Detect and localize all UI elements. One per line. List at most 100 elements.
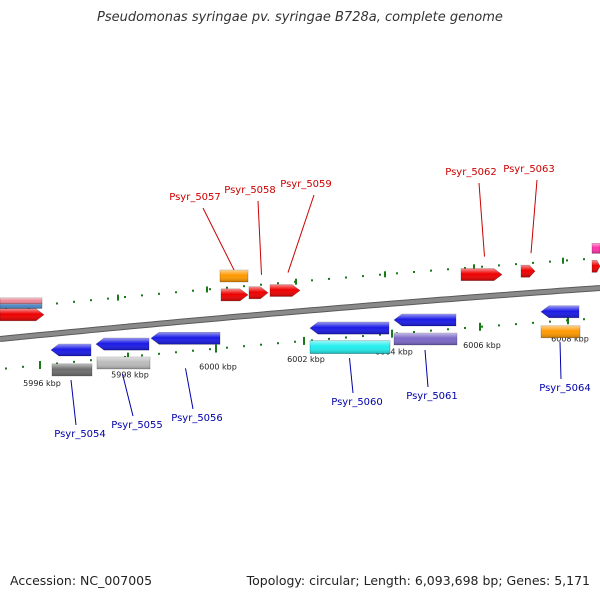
reverse-gene-label[interactable]: Psyr_5060: [331, 397, 383, 408]
track-dot-upper: [226, 286, 228, 289]
track-dot-upper: [192, 289, 194, 292]
track-dot-upper: [73, 300, 75, 303]
track-dot-lower: [277, 342, 279, 345]
track-dot-lower: [549, 320, 551, 323]
track-dot-lower: [56, 362, 58, 365]
reverse-gene-extra-gloss: [97, 357, 150, 369]
forward-gene-gloss: [592, 260, 600, 273]
track-dot-upper: [413, 270, 415, 273]
reverse-gene-leader: [424, 349, 429, 388]
scale-tick: [215, 344, 217, 353]
track-tick-upper: [295, 278, 297, 285]
track-dot-lower: [498, 324, 500, 327]
track-dot-lower: [22, 365, 24, 368]
track-dot-lower: [532, 321, 534, 324]
track-tick-upper: [206, 286, 208, 293]
track-dot-upper: [90, 299, 92, 302]
reverse-gene-label[interactable]: Psyr_5055: [111, 420, 163, 431]
forward-gene-gloss: [521, 265, 535, 278]
forward-gene-extra-gloss: [0, 297, 42, 304]
track-dot-upper: [311, 279, 313, 282]
track-dot-upper: [583, 258, 585, 261]
track-dot-lower: [515, 323, 517, 326]
track-dot-lower: [362, 335, 364, 338]
forward-gene-gloss: [461, 268, 502, 281]
track-dot-lower: [379, 333, 381, 336]
forward-gene-gloss: [270, 284, 300, 297]
scale-tick: [303, 336, 305, 345]
track-dot-upper: [124, 295, 126, 298]
scale-tick-label: 5996 kbp: [23, 379, 61, 388]
forward-gene-extra-gloss: [0, 303, 42, 309]
track-dot-upper: [56, 302, 58, 305]
track-dot-lower: [226, 346, 228, 349]
track-dot-upper: [107, 297, 109, 300]
scale-tick-label: 6008 kbp: [551, 334, 589, 343]
track-dot-upper: [362, 275, 364, 278]
track-tick-upper: [562, 257, 564, 264]
track-dot-upper: [141, 294, 143, 297]
forward-gene-gloss: [0, 308, 44, 321]
track-dot-lower: [124, 355, 126, 358]
track-dot-upper: [532, 261, 534, 264]
scale-tick: [391, 329, 393, 338]
track-dot-lower: [430, 329, 432, 332]
reverse-gene-label[interactable]: Psyr_5054: [54, 429, 106, 440]
reverse-gene-label[interactable]: Psyr_5061: [406, 391, 458, 402]
forward-gene-gloss: [221, 288, 248, 301]
track-dot-upper: [498, 264, 500, 267]
reverse-gene-leader: [349, 358, 354, 394]
track-tick-upper: [117, 294, 119, 301]
track-dot-lower: [243, 345, 245, 348]
forward-gene-label[interactable]: Psyr_5063: [503, 164, 555, 175]
scale-tick-label: 5998 kbp: [111, 371, 149, 380]
scale-tick: [567, 316, 569, 325]
scale-tick-label: 6006 kbp: [463, 341, 501, 350]
backbone: [0, 286, 600, 341]
forward-gene-label[interactable]: Psyr_5058: [224, 185, 276, 196]
forward-gene-label[interactable]: Psyr_5057: [169, 192, 221, 203]
track-dot-upper: [430, 269, 432, 272]
track-dot-lower: [481, 325, 483, 328]
reverse-gene-gloss: [394, 314, 456, 326]
track-dot-upper: [464, 266, 466, 269]
forward-gene-label[interactable]: Psyr_5062: [445, 167, 497, 178]
reverse-gene-label[interactable]: Psyr_5064: [539, 383, 591, 394]
track-dot-upper: [260, 283, 262, 286]
forward-gene-label[interactable]: Psyr_5059: [280, 179, 332, 190]
reverse-gene-extra-gloss: [541, 325, 580, 338]
track-dot-lower: [175, 351, 177, 354]
track-dot-lower: [141, 354, 143, 357]
genome-summary-text: Topology: circular; Length: 6,093,698 bp…: [246, 573, 590, 588]
track-dot-lower: [583, 318, 585, 321]
track-dot-upper: [243, 285, 245, 288]
reverse-gene-gloss: [541, 305, 579, 318]
scale-tick: [479, 322, 481, 331]
track-dot-upper: [158, 292, 160, 295]
forward-gene-leader: [202, 207, 238, 278]
reverse-gene-extra-gloss: [310, 340, 390, 354]
forward-gene-leader: [257, 200, 262, 275]
forward-gene-leader: [530, 179, 538, 254]
track-dot-upper: [277, 282, 279, 285]
forward-gene-extra-gloss: [592, 243, 600, 254]
track-dot-lower: [73, 360, 75, 363]
track-dot-lower: [209, 348, 211, 351]
reverse-gene-leader: [185, 368, 194, 410]
track-dot-lower: [328, 337, 330, 340]
reverse-gene-label[interactable]: Psyr_5056: [171, 413, 223, 424]
reverse-gene-leader: [70, 379, 77, 426]
track-dot-upper: [396, 272, 398, 275]
track-dot-upper: [379, 273, 381, 276]
track-dot-lower: [345, 336, 347, 339]
scale-tick-label: 6000 kbp: [199, 363, 237, 372]
forward-gene-extra-gloss: [220, 270, 248, 282]
track-dot-lower: [464, 326, 466, 329]
reverse-gene-gloss: [151, 332, 220, 345]
scale-tick-label: 6002 kbp: [287, 355, 325, 364]
track-dot-lower: [260, 343, 262, 346]
track-dot-lower: [311, 339, 313, 342]
reverse-gene-leader: [122, 374, 134, 417]
